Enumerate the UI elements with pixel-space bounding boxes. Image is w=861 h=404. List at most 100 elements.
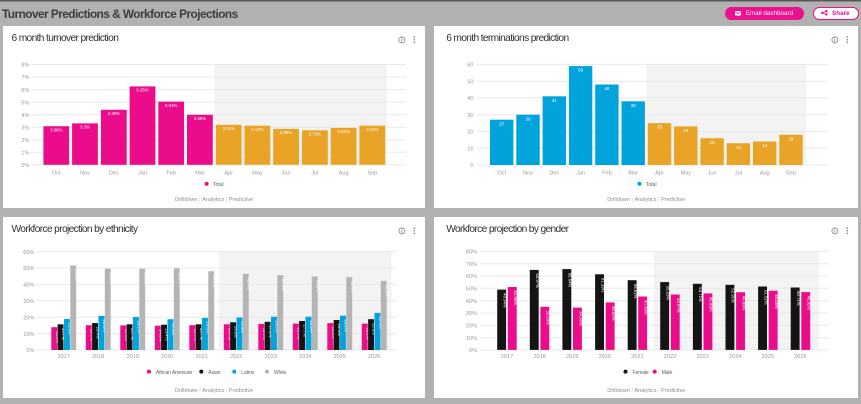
svg-text:2022: 2022 [230, 354, 242, 360]
svg-text:15.0%: 15.0% [124, 328, 129, 340]
svg-text:2020: 2020 [161, 354, 173, 360]
svg-text:2017: 2017 [58, 354, 70, 360]
svg-text:14.8%: 14.8% [158, 329, 163, 341]
svg-text:19.9%: 19.9% [240, 320, 245, 332]
svg-text:38.61%: 38.61% [611, 305, 616, 320]
svg-text:2020: 2020 [599, 354, 611, 360]
svg-text:40%: 40% [466, 298, 477, 304]
svg-text:45.89%: 45.89% [709, 296, 714, 311]
svg-text:20.9%: 20.9% [344, 319, 349, 331]
svg-text:16.4%: 16.4% [331, 326, 336, 338]
svg-text:2024: 2024 [299, 354, 311, 360]
svg-text:May: May [681, 170, 692, 176]
svg-text:16.1%: 16.1% [365, 327, 370, 339]
svg-text:34.36%: 34.36% [579, 311, 584, 326]
svg-text:60%: 60% [23, 249, 34, 255]
svg-text:Jun: Jun [282, 170, 291, 176]
svg-text:15.7%: 15.7% [130, 327, 135, 339]
svg-text:70%: 70% [466, 261, 477, 267]
svg-text:1%: 1% [21, 150, 29, 156]
svg-text:3.3%: 3.3% [80, 124, 90, 129]
svg-text:Feb: Feb [602, 170, 612, 176]
svg-text:30%: 30% [466, 311, 477, 317]
svg-text:8%: 8% [21, 62, 29, 68]
svg-text:64.97%: 64.97% [535, 273, 540, 288]
svg-text:Nov: Nov [80, 170, 90, 176]
svg-text:48: 48 [605, 86, 611, 91]
svg-text:7%: 7% [21, 75, 29, 81]
svg-text:Jul: Jul [735, 170, 742, 176]
svg-text:41: 41 [552, 97, 558, 102]
svg-text:44.8%: 44.8% [315, 280, 320, 292]
svg-text:Aug: Aug [339, 170, 349, 176]
svg-text:18.3%: 18.3% [337, 323, 342, 335]
svg-text:52.91%: 52.91% [731, 288, 736, 303]
svg-text:Jan: Jan [138, 170, 147, 176]
svg-text:51.52%: 51.52% [764, 290, 769, 305]
svg-text:Aug: Aug [760, 170, 770, 176]
svg-text:2021: 2021 [631, 354, 643, 360]
svg-text:20.8%: 20.8% [102, 319, 107, 331]
svg-text:16.4%: 16.4% [96, 326, 101, 338]
svg-text:20.3%: 20.3% [275, 320, 280, 332]
svg-text:2023: 2023 [265, 354, 277, 360]
svg-text:2026: 2026 [794, 354, 806, 360]
svg-text:0%: 0% [26, 348, 34, 354]
svg-text:30: 30 [526, 116, 532, 121]
svg-text:42.2%: 42.2% [384, 284, 389, 296]
svg-text:2023: 2023 [697, 354, 709, 360]
svg-text:Sep: Sep [367, 170, 377, 176]
svg-text:10%: 10% [23, 331, 34, 337]
svg-text:2025: 2025 [334, 354, 346, 360]
svg-text:56.61%: 56.61% [633, 283, 638, 298]
svg-text:2018: 2018 [92, 354, 104, 360]
svg-text:15.7%: 15.7% [61, 327, 66, 339]
svg-text:44.97%: 44.97% [676, 298, 681, 313]
svg-text:80%: 80% [466, 249, 477, 255]
svg-text:6.25%: 6.25% [136, 87, 148, 92]
svg-text:15.7%: 15.7% [227, 327, 232, 339]
svg-text:0%: 0% [21, 163, 29, 169]
svg-text:61.39%: 61.39% [601, 277, 606, 292]
svg-text:18.8%: 18.8% [171, 322, 176, 334]
svg-text:50.71%: 50.71% [796, 291, 801, 306]
svg-text:46.4%: 46.4% [246, 277, 251, 289]
svg-text:Nov: Nov [523, 170, 533, 176]
svg-text:4%: 4% [21, 112, 29, 118]
svg-text:2026: 2026 [368, 354, 380, 360]
svg-text:0%: 0% [469, 348, 477, 354]
svg-text:16.1%: 16.1% [296, 327, 301, 339]
svg-text:May: May [252, 170, 263, 176]
svg-text:14: 14 [762, 143, 768, 148]
svg-text:3.99%: 3.99% [194, 116, 206, 121]
svg-text:15.9%: 15.9% [262, 327, 267, 339]
svg-text:43.39%: 43.39% [644, 300, 649, 315]
svg-text:5.04%: 5.04% [165, 102, 177, 107]
svg-text:African American: African American [156, 370, 193, 376]
svg-text:Jul: Jul [311, 170, 318, 176]
svg-text:53.71%: 53.71% [698, 287, 703, 302]
svg-text:2025: 2025 [762, 354, 774, 360]
svg-text:3.13%: 3.13% [366, 126, 378, 131]
svg-text:White: White [274, 370, 287, 376]
svg-text:51.5%: 51.5% [74, 269, 79, 281]
svg-text:25: 25 [657, 124, 663, 129]
svg-text:Female: Female [633, 370, 649, 376]
svg-text:20%: 20% [466, 323, 477, 329]
svg-text:Sep: Sep [786, 170, 796, 176]
svg-text:38: 38 [631, 102, 637, 107]
svg-text:Mar: Mar [629, 170, 639, 176]
svg-text:2%: 2% [21, 137, 29, 143]
svg-text:65.64%: 65.64% [568, 272, 573, 287]
svg-text:4.39%: 4.39% [108, 111, 120, 116]
svg-text:20: 20 [468, 129, 474, 135]
svg-text:16: 16 [710, 139, 716, 144]
svg-text:22.6%: 22.6% [378, 316, 383, 328]
svg-text:2017: 2017 [501, 354, 513, 360]
svg-text:10%: 10% [466, 335, 477, 341]
svg-text:60: 60 [468, 62, 474, 68]
svg-text:40%: 40% [23, 282, 34, 288]
svg-text:Mar: Mar [195, 170, 205, 176]
svg-text:5%: 5% [21, 100, 29, 106]
svg-text:30%: 30% [23, 299, 34, 305]
